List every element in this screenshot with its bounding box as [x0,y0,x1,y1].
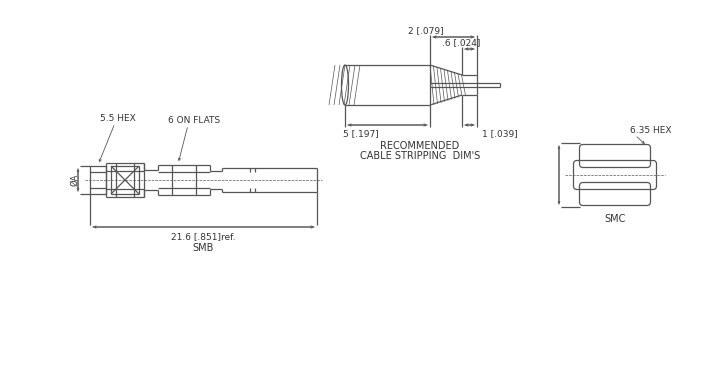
Text: 21.6 [.851]ref.: 21.6 [.851]ref. [171,232,236,241]
Text: 6 ON FLATS: 6 ON FLATS [168,116,220,125]
Text: RECOMMENDED: RECOMMENDED [380,141,459,151]
Text: .6 [.024]: .6 [.024] [442,38,480,47]
Text: 5 [.197]: 5 [.197] [343,129,379,138]
Text: 6.35 HEX: 6.35 HEX [630,126,672,135]
Text: 2 [.079]: 2 [.079] [408,26,444,35]
Text: SMB: SMB [193,243,214,253]
Text: 5.5 HEX: 5.5 HEX [100,114,136,123]
Text: 1 [.039]: 1 [.039] [482,129,518,138]
Text: SMC: SMC [604,214,626,224]
Text: ØA: ØA [71,174,79,186]
Text: CABLE STRIPPING  DIM'S: CABLE STRIPPING DIM'S [360,151,480,161]
